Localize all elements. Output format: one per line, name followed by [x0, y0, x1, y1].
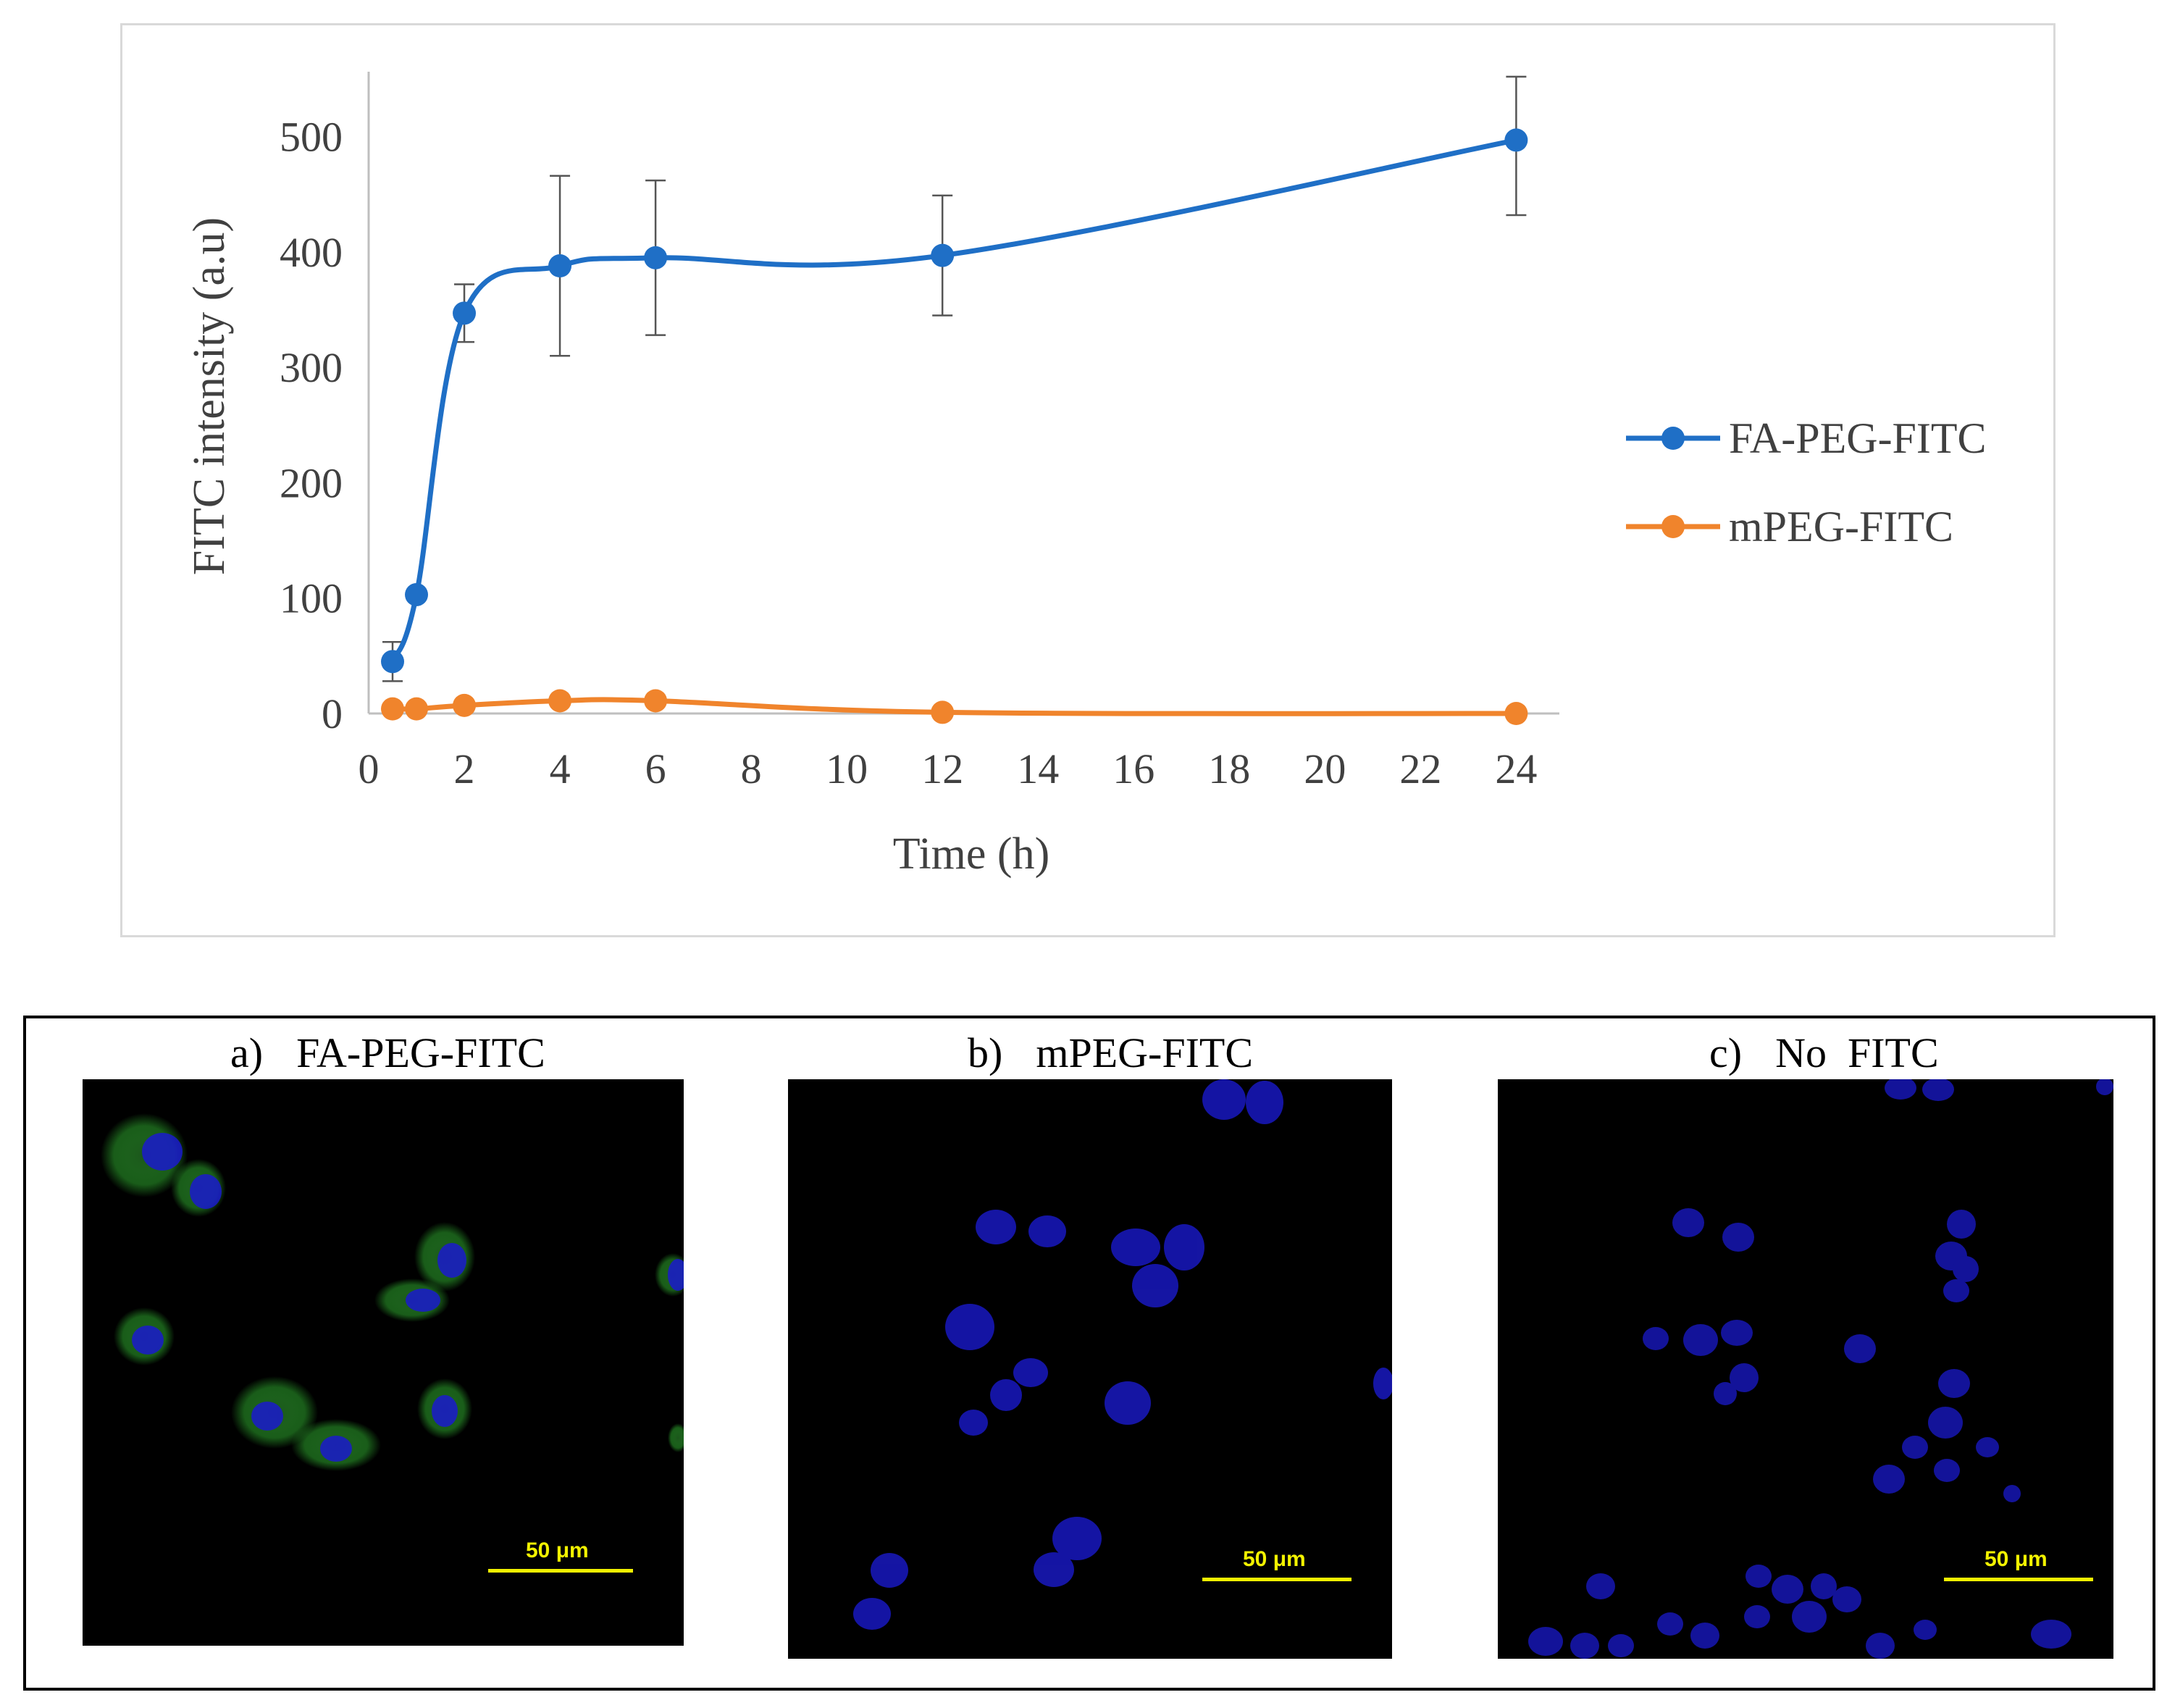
y-tick-label: 400 [280, 229, 343, 276]
micrograph-a-scale-bar [488, 1569, 633, 1573]
x-tick-label: 24 [1495, 745, 1537, 792]
micrograph-c-label: c) [1709, 1029, 1743, 1076]
micrograph-a-caption: a) FA-PEG-FITC [230, 1029, 545, 1077]
x-tick-label: 18 [1208, 745, 1250, 792]
micrograph-b-image: 50 μm [788, 1079, 1392, 1659]
x-tick-label: 20 [1304, 745, 1346, 792]
y-tick-label: 100 [280, 575, 343, 622]
data-point [453, 693, 477, 717]
data-point [644, 246, 668, 269]
micrograph-b-label: b) [968, 1029, 1003, 1076]
chart-panel: 0 2 4 6 8 10 12 14 16 18 20 22 24 0 100 200 300 400 500 Ti… [120, 23, 2055, 937]
micrograph-c-caption: c) No FITC [1709, 1029, 1939, 1077]
x-tick-label: 6 [645, 745, 666, 792]
x-tick-label: 10 [826, 745, 868, 792]
micrograph-a-image: 50 μm [83, 1079, 684, 1646]
legend-label: mPEG-FITC [1729, 503, 1953, 551]
x-tick-label: 14 [1017, 745, 1059, 792]
nuclei [1528, 1079, 2113, 1659]
data-point [548, 254, 572, 278]
y-tick-label: 300 [280, 344, 343, 391]
data-point [644, 689, 668, 713]
y-axis-title: FITC intensity (a.u) [185, 217, 234, 575]
legend-marker [1661, 427, 1685, 450]
data-point [1504, 702, 1528, 725]
x-tick-label: 8 [741, 745, 762, 792]
x-tick-label: 4 [550, 745, 571, 792]
micrograph-b-scale-label: 50 μm [1243, 1547, 1306, 1571]
data-point [548, 689, 572, 713]
data-point [381, 697, 405, 721]
y-tick-label: 500 [280, 114, 343, 161]
data-point [381, 650, 405, 674]
y-tick-label: 0 [322, 690, 343, 737]
x-tick-label: 16 [1112, 745, 1154, 792]
micrograph-a-label: a) [230, 1029, 264, 1076]
legend-label: FA-PEG-FITC [1729, 414, 1987, 462]
x-axis-title: Time (h) [893, 829, 1049, 879]
x-tick-label: 0 [359, 745, 380, 792]
micrograph-b-caption: b) mPEG-FITC [968, 1029, 1253, 1077]
legend-marker [1661, 515, 1685, 538]
series-line-0 [390, 137, 1517, 663]
legend: FA-PEG-FITC mPEG-FITC [1626, 414, 1987, 551]
x-tick-label: 22 [1399, 745, 1441, 792]
micrograph-panel: a) FA-PEG-FITC [23, 1016, 2155, 1691]
x-tick-label: 2 [454, 745, 475, 792]
micrograph-c-title: No FITC [1775, 1029, 1939, 1076]
micrograph-a-title: FA-PEG-FITC [296, 1029, 545, 1076]
data-point [931, 243, 955, 267]
micrograph-b-title: mPEG-FITC [1036, 1029, 1254, 1076]
nuclei [853, 1079, 1392, 1630]
nuclei [132, 1133, 684, 1462]
micrograph-c-image: 50 μm [1498, 1079, 2113, 1659]
error-bars [382, 75, 1527, 682]
data-point [405, 697, 429, 721]
micrograph-a-scale-label: 50 μm [526, 1539, 589, 1562]
x-tick-label: 12 [921, 745, 963, 792]
series-points [381, 128, 1528, 725]
micrograph-b-scale-bar [1202, 1578, 1351, 1581]
data-point [453, 301, 477, 325]
y-tick-label: 200 [280, 459, 343, 506]
series-lines [390, 137, 1517, 716]
data-point [1504, 128, 1528, 152]
micrograph-c-scale-label: 50 μm [1985, 1547, 2048, 1571]
micrograph-c-scale-bar [1944, 1578, 2093, 1581]
data-point [405, 582, 429, 606]
fitc-cells [101, 1113, 684, 1471]
data-point [931, 700, 955, 724]
